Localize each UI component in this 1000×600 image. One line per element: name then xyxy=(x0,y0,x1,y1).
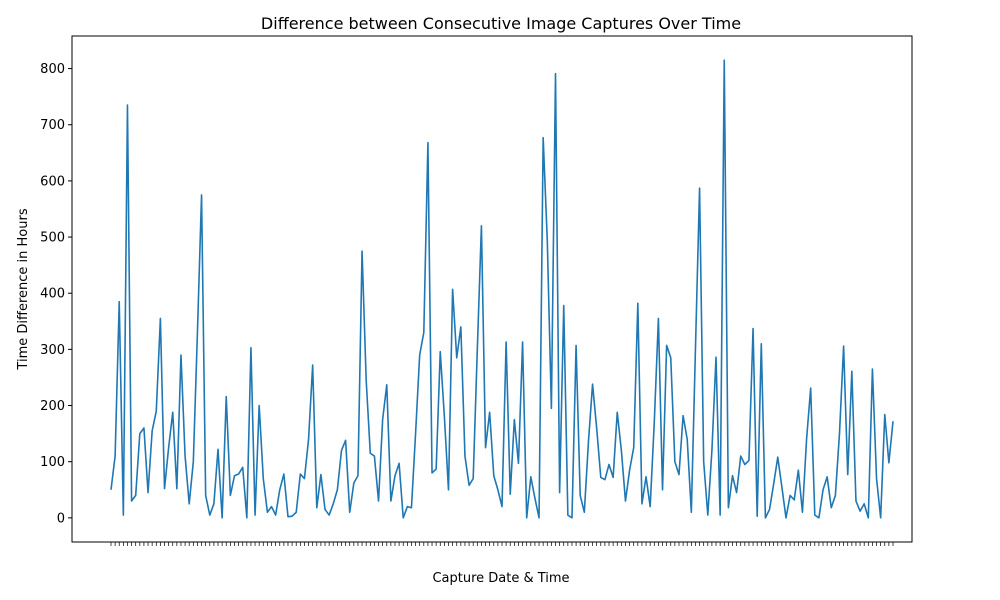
y-tick-label: 0 xyxy=(57,511,65,526)
y-tick-label: 500 xyxy=(40,231,65,246)
y-axis-label: Time Difference in Hours xyxy=(16,208,31,370)
y-tick-label: 600 xyxy=(40,174,65,189)
series-line xyxy=(110,59,894,519)
y-tick-label: 800 xyxy=(40,62,65,77)
y-tick-label: 100 xyxy=(40,455,65,470)
y-tick-label: 300 xyxy=(40,343,65,358)
chart-title: Difference between Consecutive Image Cap… xyxy=(261,14,741,33)
y-tick-label: 200 xyxy=(40,399,65,414)
x-axis-label: Capture Date & Time xyxy=(432,571,569,586)
y-tick-label: 400 xyxy=(40,287,65,302)
y-axis-ticks: 0 100 200 300 400 500 600 700 800 xyxy=(40,62,72,526)
y-tick-label: 700 xyxy=(40,118,65,133)
x-axis-ticks xyxy=(110,542,894,546)
